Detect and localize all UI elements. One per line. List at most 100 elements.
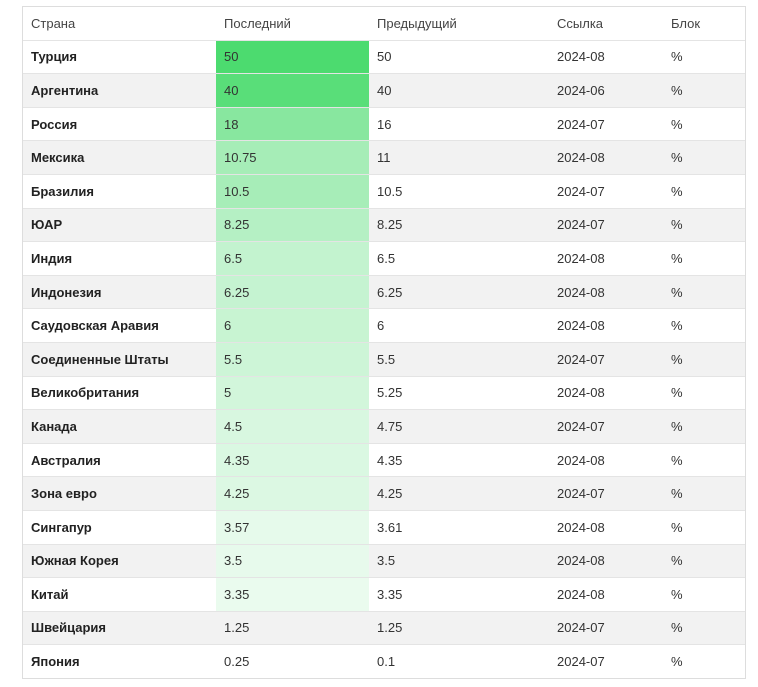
previous-cell: 16	[369, 106, 549, 141]
latest-cell: 3.35	[216, 577, 369, 612]
latest-cell: 4.35	[216, 442, 369, 477]
unit-cell: %	[663, 106, 745, 141]
table-row: Зона евро 4.25 4.25 2024-07%	[23, 476, 745, 511]
reference-cell: 2024-08	[549, 509, 663, 544]
reference-cell: 2024-07	[549, 106, 663, 141]
reference-cell: 2024-08	[549, 442, 663, 477]
reference-cell: 2024-08	[549, 375, 663, 410]
unit-cell: %	[663, 509, 745, 544]
unit-cell: %	[663, 543, 745, 578]
country-cell: Зона евро	[23, 476, 216, 511]
reference-cell: 2024-07	[549, 476, 663, 511]
latest-cell: 0.25	[216, 644, 369, 678]
table-row: Саудовская Аравия 6 6 2024-08%	[23, 308, 745, 343]
table-row: Австралия 4.35 4.35 2024-08%	[23, 442, 745, 477]
previous-cell: 1.25	[369, 610, 549, 645]
header-cell: Страна	[31, 15, 76, 31]
reference-cell: 2024-08	[549, 140, 663, 175]
country-cell: Япония	[23, 644, 216, 678]
latest-cell: 3.57	[216, 509, 369, 544]
latest-cell: 5	[216, 375, 369, 410]
reference-cell: 2024-07	[549, 341, 663, 377]
previous-cell: 8.25	[369, 207, 549, 242]
latest-cell: 18	[216, 106, 369, 141]
table-row: Южная Корея 3.5 3.5 2024-08%	[23, 543, 745, 578]
latest-cell: 3.5	[216, 543, 369, 578]
table-row: Мексика 10.75 11 2024-08%	[23, 140, 745, 175]
table-row: Великобритания 5 5.25 2024-08%	[23, 375, 745, 410]
country-cell: Индия	[23, 241, 216, 276]
reference-cell: 2024-08	[549, 241, 663, 276]
previous-cell: 10.5	[369, 173, 549, 209]
unit-cell: %	[663, 241, 745, 276]
country-cell: Южная Корея	[23, 543, 216, 578]
country-cell: Индонезия	[23, 274, 216, 309]
table-row: Турция 50 50 2024-08%	[23, 39, 745, 74]
table-row: Китай 3.35 3.35 2024-08%	[23, 577, 745, 612]
table-body: Турция 50 50 2024-08% Аргентина 40 40 2024-06% Р…	[23, 39, 745, 678]
table-row: Канада 4.5 4.75 2024-07%	[23, 409, 745, 444]
unit-cell: %	[663, 173, 745, 209]
previous-cell: 6	[369, 308, 549, 343]
reference-cell: 2024-07	[549, 173, 663, 209]
latest-cell: 6	[216, 308, 369, 343]
previous-cell: 11	[369, 140, 549, 175]
country-cell: Австралия	[23, 442, 216, 477]
unit-cell: %	[663, 610, 745, 645]
header-row: Страна Последний Предыдущий Ссылка Блок	[23, 7, 745, 40]
previous-cell: 4.35	[369, 442, 549, 477]
previous-cell: 5.5	[369, 341, 549, 377]
latest-cell: 40	[216, 73, 369, 108]
unit-cell: %	[663, 207, 745, 242]
unit-cell: %	[663, 577, 745, 612]
reference-cell: 2024-07	[549, 409, 663, 444]
unit-cell: %	[663, 39, 745, 74]
header-cell: Последний	[224, 15, 291, 31]
reference-cell: 2024-06	[549, 73, 663, 108]
previous-cell: 5.25	[369, 375, 549, 410]
unit-cell: %	[663, 140, 745, 175]
table-row: Индонезия 6.25 6.25 2024-08%	[23, 274, 745, 309]
table-row: Соединенные Штаты 5.5 5.5 2024-07%	[23, 341, 745, 377]
reference-cell: 2024-08	[549, 39, 663, 74]
latest-cell: 1.25	[216, 610, 369, 645]
latest-cell: 10.5	[216, 173, 369, 209]
latest-cell: 10.75	[216, 140, 369, 175]
table-row: Бразилия 10.5 10.5 2024-07%	[23, 173, 745, 209]
reference-cell: 2024-08	[549, 274, 663, 309]
rates-table: Страна Последний Предыдущий Ссылка Блок Турц…	[23, 7, 745, 678]
latest-cell: 8.25	[216, 207, 369, 242]
table-row: Индия 6.5 6.5 2024-08%	[23, 241, 745, 276]
reference-cell: 2024-08	[549, 543, 663, 578]
country-cell: Россия	[23, 106, 216, 141]
latest-cell: 6.25	[216, 274, 369, 309]
unit-cell: %	[663, 274, 745, 309]
latest-cell: 4.5	[216, 409, 369, 444]
header-cell: Ссылка	[557, 15, 604, 31]
reference-cell: 2024-08	[549, 577, 663, 612]
header-cell: Предыдущий	[377, 15, 457, 31]
unit-cell: %	[663, 308, 745, 343]
country-cell: Великобритания	[23, 375, 216, 410]
previous-cell: 6.25	[369, 274, 549, 309]
reference-cell: 2024-07	[549, 207, 663, 242]
country-cell: Сингапур	[23, 509, 216, 544]
country-cell: Швейцария	[23, 610, 216, 645]
unit-cell: %	[663, 375, 745, 410]
previous-cell: 0.1	[369, 644, 549, 678]
table-row: Россия 18 16 2024-07%	[23, 106, 745, 141]
unit-cell: %	[663, 73, 745, 108]
previous-cell: 50	[369, 39, 549, 74]
unit-cell: %	[663, 476, 745, 511]
table-row: Швейцария 1.25 1.25 2024-07%	[23, 610, 745, 645]
reference-cell: 2024-07	[549, 610, 663, 645]
previous-cell: 40	[369, 73, 549, 108]
latest-cell: 6.5	[216, 241, 369, 276]
table-container: Страна Последний Предыдущий Ссылка Блок Турц…	[22, 6, 746, 679]
previous-cell: 6.5	[369, 241, 549, 276]
unit-cell: %	[663, 341, 745, 377]
unit-cell: %	[663, 644, 745, 678]
previous-cell: 4.25	[369, 476, 549, 511]
latest-cell: 5.5	[216, 341, 369, 377]
table-row: Аргентина 40 40 2024-06%	[23, 73, 745, 108]
